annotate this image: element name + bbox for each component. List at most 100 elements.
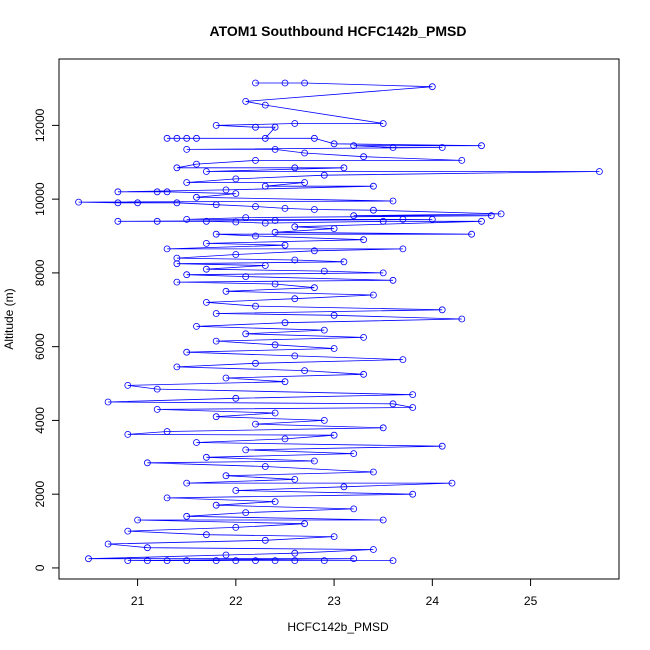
data-point — [379, 217, 387, 225]
data-point — [173, 260, 181, 268]
data-point — [261, 101, 269, 109]
data-point — [252, 359, 259, 367]
data-point — [596, 168, 603, 175]
data-point — [163, 557, 171, 564]
data-point — [350, 450, 358, 458]
data-point — [487, 212, 495, 220]
data-point — [291, 223, 299, 231]
data-point — [222, 551, 230, 559]
data-point — [320, 326, 328, 334]
data-point — [330, 431, 338, 439]
data-point — [134, 516, 142, 524]
data-point — [281, 378, 289, 386]
data-point — [242, 330, 250, 338]
data-point — [212, 557, 220, 564]
data-point — [212, 230, 220, 238]
data-point — [134, 199, 142, 207]
data-point — [301, 149, 309, 157]
data-point — [438, 442, 446, 450]
x-axis-label: HCFC142b_PMSD — [287, 620, 389, 634]
data-point — [202, 265, 210, 273]
data-point — [222, 287, 230, 295]
data-point — [124, 527, 132, 535]
data-point — [360, 153, 368, 161]
data-point — [291, 352, 299, 360]
data-point — [183, 512, 191, 520]
data-point — [281, 79, 289, 87]
data-point — [291, 120, 299, 127]
data-point — [330, 345, 338, 352]
data-point — [232, 218, 240, 226]
data-point — [281, 319, 289, 327]
data-point — [114, 188, 122, 196]
data-point — [399, 356, 407, 364]
data-point — [193, 134, 200, 142]
data-point — [291, 256, 299, 264]
data-point — [124, 430, 132, 438]
data-point — [143, 544, 151, 552]
data-point — [153, 385, 161, 393]
data-point — [153, 217, 161, 225]
data-point — [202, 453, 210, 461]
data-point — [291, 295, 299, 303]
data-point — [330, 311, 338, 319]
data-point — [271, 557, 279, 564]
data-point — [369, 546, 377, 553]
data-point — [271, 341, 279, 349]
data-point — [183, 348, 191, 356]
data-point — [183, 479, 191, 487]
data-point — [193, 193, 200, 201]
data-point — [320, 267, 328, 275]
data-point — [350, 555, 358, 563]
y-axis: 0 2000 4000 6000 8000 10000 12000 — [33, 108, 60, 571]
data-point — [212, 122, 220, 129]
data-point — [350, 142, 358, 150]
data-point — [350, 212, 358, 220]
data-point — [330, 533, 338, 540]
data-point — [193, 160, 200, 168]
data-point — [428, 215, 436, 223]
data-point — [242, 214, 250, 222]
x-axis: 21 22 23 24 25 — [131, 578, 538, 608]
data-point — [252, 557, 259, 564]
data-point — [173, 134, 181, 142]
data-point — [389, 276, 397, 284]
data-point — [291, 475, 299, 483]
data-point — [497, 210, 505, 218]
data-point — [389, 197, 397, 205]
data-point — [222, 186, 230, 194]
data-point — [143, 557, 151, 564]
data-point — [202, 298, 210, 306]
data-point — [291, 164, 299, 172]
data-point — [212, 501, 220, 509]
data-point — [369, 206, 377, 214]
x-tick-label: 22 — [229, 594, 243, 608]
data-point — [232, 524, 240, 531]
data-point — [261, 134, 269, 142]
data-point — [114, 199, 122, 207]
data-point — [301, 79, 309, 87]
data-point — [183, 134, 191, 142]
x-tick-label: 21 — [131, 594, 145, 608]
series-line — [78, 82, 600, 561]
data-point — [232, 190, 240, 198]
data-point — [183, 179, 191, 186]
data-point — [360, 370, 368, 378]
data-point — [458, 156, 466, 164]
data-point — [438, 306, 446, 314]
data-point — [350, 505, 358, 513]
data-point — [202, 531, 210, 539]
data-point — [242, 273, 250, 281]
data-point — [340, 258, 348, 266]
data-point — [360, 236, 368, 244]
data-point — [369, 468, 377, 476]
data-point — [271, 123, 279, 131]
data-point — [271, 280, 279, 288]
data-point — [252, 156, 259, 164]
data-point — [320, 416, 328, 424]
data-point — [202, 239, 210, 247]
data-point — [173, 164, 181, 172]
data-point — [291, 557, 299, 564]
data-point — [301, 179, 309, 186]
